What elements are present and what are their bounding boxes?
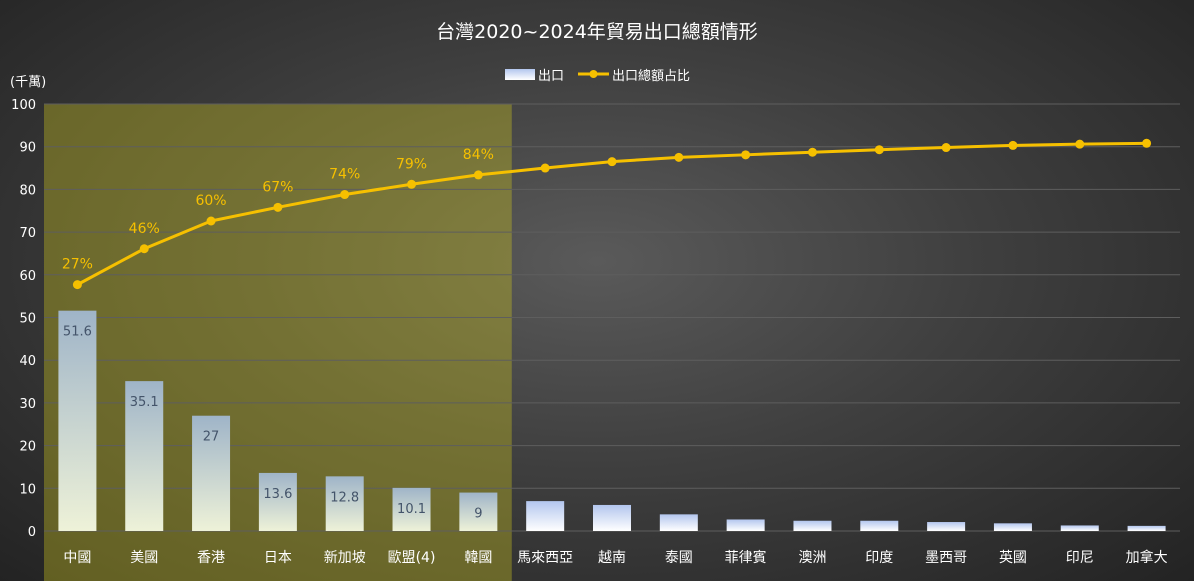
- percent-label: 60%: [195, 193, 226, 209]
- bar-value-label: 9: [474, 507, 482, 522]
- bar-越南: [593, 504, 631, 531]
- y-tick-label: 80: [19, 183, 36, 198]
- chart-title: 台灣2020~2024年貿易出口總額情形: [436, 21, 758, 43]
- x-tick-label: 美國: [130, 550, 158, 566]
- y-tick-label: 40: [19, 354, 36, 369]
- line-point: [741, 150, 751, 160]
- line-point: [473, 170, 483, 180]
- legend-swatch-bar: [505, 69, 535, 80]
- x-tick-label: 菲律賓: [725, 549, 767, 566]
- line-point: [540, 163, 550, 173]
- y-tick-label: 90: [19, 141, 36, 156]
- bar-歐盟(4): [392, 487, 431, 531]
- bar-value-label: 10.1: [397, 502, 426, 517]
- bar-加拿大: [1127, 525, 1166, 531]
- legend-swatch-marker: [589, 70, 598, 78]
- x-tick-label: 加拿大: [1126, 549, 1168, 566]
- x-tick-label: 新加坡: [324, 550, 366, 566]
- bar-value-label: 27: [203, 430, 220, 445]
- line-point: [874, 145, 884, 155]
- bar-香港: [192, 415, 231, 531]
- y-tick-label: 50: [19, 312, 36, 327]
- legend-label-bar: 出口: [538, 69, 564, 84]
- percent-label: 67%: [262, 179, 293, 195]
- legend-label-line: 出口總額占比: [612, 68, 690, 84]
- percent-label: 27%: [62, 257, 93, 273]
- bar-韓國: [459, 492, 498, 531]
- percent-label: 84%: [463, 147, 494, 163]
- bar-菲律賓: [726, 519, 765, 531]
- x-tick-label: 香港: [197, 550, 225, 566]
- legend: 出口 出口總額占比: [505, 68, 690, 84]
- x-tick-label: 中國: [63, 550, 91, 566]
- bar-墨西哥: [927, 522, 966, 531]
- bar-美國: [125, 381, 164, 531]
- x-tick-label: 泰國: [665, 550, 693, 566]
- line-point: [607, 157, 617, 167]
- line-point: [941, 143, 951, 153]
- bar-value-label: 13.6: [263, 487, 292, 502]
- x-tick-label: 越南: [598, 550, 626, 566]
- line-point: [340, 190, 350, 200]
- y-tick-label: 60: [19, 269, 36, 284]
- bar-馬來西亞: [526, 501, 565, 531]
- bar-日本: [258, 472, 297, 531]
- x-tick-label: 印度: [865, 550, 893, 566]
- y-tick-label: 10: [19, 482, 36, 497]
- y-axis-unit: (千萬): [10, 75, 46, 90]
- x-tick-label: 歐盟(4): [388, 550, 436, 566]
- line-point: [407, 179, 417, 189]
- line-point: [72, 280, 82, 290]
- line-point: [1075, 139, 1085, 149]
- line-point: [139, 244, 149, 254]
- y-tick-label: 0: [28, 525, 36, 540]
- line-point: [807, 147, 817, 157]
- line-point: [1008, 140, 1018, 150]
- x-tick-label: 日本: [264, 550, 292, 566]
- x-tick-label: 英國: [999, 549, 1027, 566]
- line-point: [1142, 138, 1152, 148]
- x-tick-label: 馬來西亞: [517, 550, 573, 566]
- percent-label: 79%: [396, 156, 427, 172]
- bar-value-label: 12.8: [330, 490, 359, 505]
- percent-label: 46%: [129, 221, 160, 237]
- y-tick-label: 30: [19, 397, 36, 412]
- line-point: [674, 152, 684, 162]
- bar-英國: [993, 523, 1032, 531]
- line-point: [206, 216, 216, 226]
- bar-泰國: [659, 514, 698, 531]
- bar-澳洲: [793, 520, 832, 531]
- percent-label: 74%: [329, 167, 360, 183]
- line-point: [273, 202, 283, 212]
- y-tick-label: 20: [19, 440, 36, 455]
- bar-中國: [58, 310, 97, 531]
- bar-新加坡: [325, 476, 364, 531]
- bar-value-label: 51.6: [63, 325, 92, 340]
- y-tick-label: 70: [19, 226, 36, 241]
- x-tick-label: 印尼: [1066, 550, 1094, 566]
- bar-value-label: 35.1: [130, 395, 159, 410]
- x-tick-label: 澳洲: [798, 550, 826, 566]
- bar-印尼: [1060, 525, 1099, 531]
- y-tick-label: 100: [11, 98, 36, 113]
- x-tick-label: 韓國: [464, 550, 492, 566]
- bar-印度: [860, 520, 899, 531]
- x-tick-label: 墨西哥: [925, 550, 967, 566]
